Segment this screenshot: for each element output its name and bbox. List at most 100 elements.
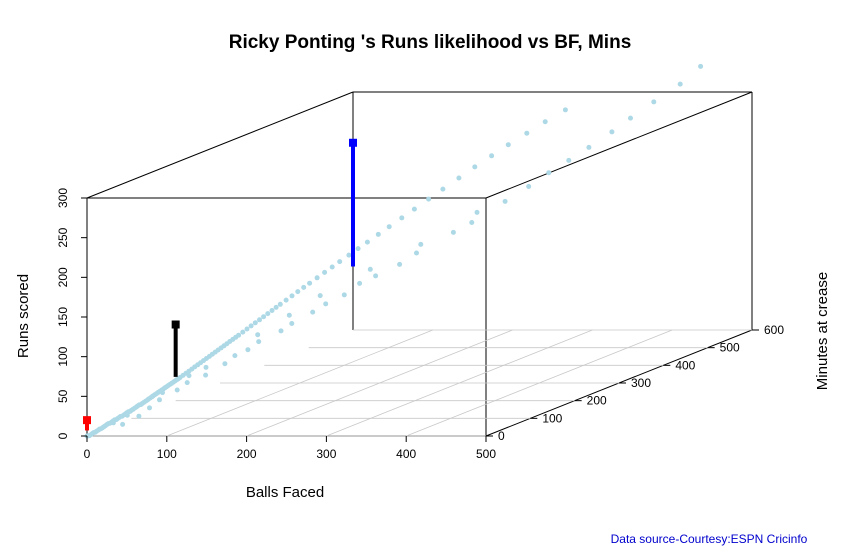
- data-point: [489, 153, 495, 159]
- highlight-marker-head: [349, 138, 357, 147]
- data-point: [256, 339, 262, 345]
- data-point: [609, 129, 615, 135]
- z-tick-label: 250: [56, 227, 70, 247]
- data-point: [255, 332, 261, 338]
- data-point: [341, 292, 347, 298]
- data-point: [698, 63, 704, 69]
- data-point: [301, 284, 307, 290]
- highlight-marker-head: [171, 320, 180, 329]
- data-point: [450, 229, 456, 235]
- data-point: [386, 224, 392, 230]
- z-tick-label: 50: [56, 389, 70, 403]
- data-point: [203, 364, 209, 370]
- data-point: [337, 259, 343, 265]
- data-point: [273, 304, 279, 310]
- data-point: [110, 420, 116, 426]
- data-point: [245, 347, 251, 353]
- data-point: [257, 317, 262, 323]
- y-tick-label: 400: [675, 358, 695, 372]
- data-point: [357, 280, 363, 286]
- data-point: [286, 312, 292, 318]
- data-point: [397, 261, 403, 267]
- data-point: [566, 157, 572, 163]
- data-point: [469, 220, 475, 225]
- data-point: [269, 308, 275, 313]
- box-edge: [86, 91, 354, 199]
- data-point: [277, 301, 283, 307]
- data-point: [240, 329, 246, 335]
- data-point: [502, 198, 508, 204]
- box-edge: [485, 91, 753, 199]
- data-point: [265, 311, 271, 317]
- data-point: [373, 273, 379, 279]
- x-tick-label: 0: [84, 447, 91, 461]
- data-point: [136, 413, 142, 419]
- y-tick-label: 500: [720, 341, 740, 355]
- data-point: [248, 323, 254, 329]
- y-tick-label: 300: [631, 376, 651, 390]
- y-tick-label: 100: [542, 411, 562, 425]
- data-point: [222, 361, 228, 367]
- data-point: [310, 309, 316, 315]
- data-point: [651, 99, 657, 105]
- data-point: [317, 293, 323, 299]
- data-point: [203, 372, 209, 378]
- x-tick-label: 200: [237, 447, 257, 461]
- data-point: [147, 405, 152, 411]
- data-point: [289, 321, 295, 326]
- z-tick-label: 200: [56, 267, 70, 287]
- data-point: [323, 301, 329, 307]
- data-source-note: Data source-Courtesy:ESPN Cricinfo: [611, 532, 808, 546]
- y-tick-label: 0: [498, 429, 505, 443]
- data-point: [474, 209, 480, 215]
- z-tick-label: 150: [56, 307, 70, 327]
- data-point: [244, 326, 250, 332]
- data-point: [322, 269, 328, 275]
- data-point: [120, 421, 126, 427]
- data-point: [184, 380, 190, 386]
- data-point: [186, 373, 192, 379]
- data-point: [157, 397, 162, 403]
- data-point: [399, 215, 405, 221]
- data-point: [261, 314, 267, 320]
- data-point: [355, 246, 361, 252]
- highlight-marker-head: [83, 416, 91, 425]
- data-point: [411, 206, 417, 212]
- floor-grid: [87, 329, 752, 437]
- data-point: [329, 264, 335, 270]
- data-point: [236, 332, 242, 338]
- x-tick-label: 100: [157, 447, 177, 461]
- data-point: [505, 142, 511, 148]
- data-point: [283, 297, 289, 303]
- data-point: [174, 387, 180, 393]
- data-point: [289, 293, 295, 299]
- data-point: [542, 119, 548, 125]
- y-axis-label: Minutes at crease: [814, 272, 831, 390]
- data-point: [456, 175, 462, 181]
- data-point: [160, 390, 165, 396]
- data-point: [586, 144, 592, 150]
- x-tick-label: 500: [476, 447, 496, 461]
- data-point: [526, 184, 532, 189]
- data-points: [84, 63, 704, 439]
- data-point: [295, 289, 301, 295]
- data-point: [314, 275, 320, 281]
- data-point: [307, 280, 313, 286]
- x-tick-label: 300: [316, 447, 336, 461]
- data-point: [375, 231, 381, 237]
- z-tick-label: 0: [56, 432, 70, 439]
- data-point: [364, 239, 370, 245]
- x-axis-label: Balls Faced: [246, 484, 324, 501]
- data-point: [346, 252, 352, 258]
- y-tick-label: 600: [764, 323, 784, 337]
- data-point: [628, 115, 633, 121]
- z-tick-label: 300: [56, 188, 70, 208]
- data-point: [418, 241, 424, 247]
- data-point: [124, 412, 130, 418]
- axis-ticks: 0 100 200 300 400 500050100150200250300010020…: [56, 188, 784, 461]
- chart-title: Ricky Ponting 's Runs likelihood vs BF, …: [229, 32, 632, 53]
- highlight-markers: [83, 138, 357, 431]
- data-point: [440, 186, 446, 192]
- data-point: [546, 170, 552, 176]
